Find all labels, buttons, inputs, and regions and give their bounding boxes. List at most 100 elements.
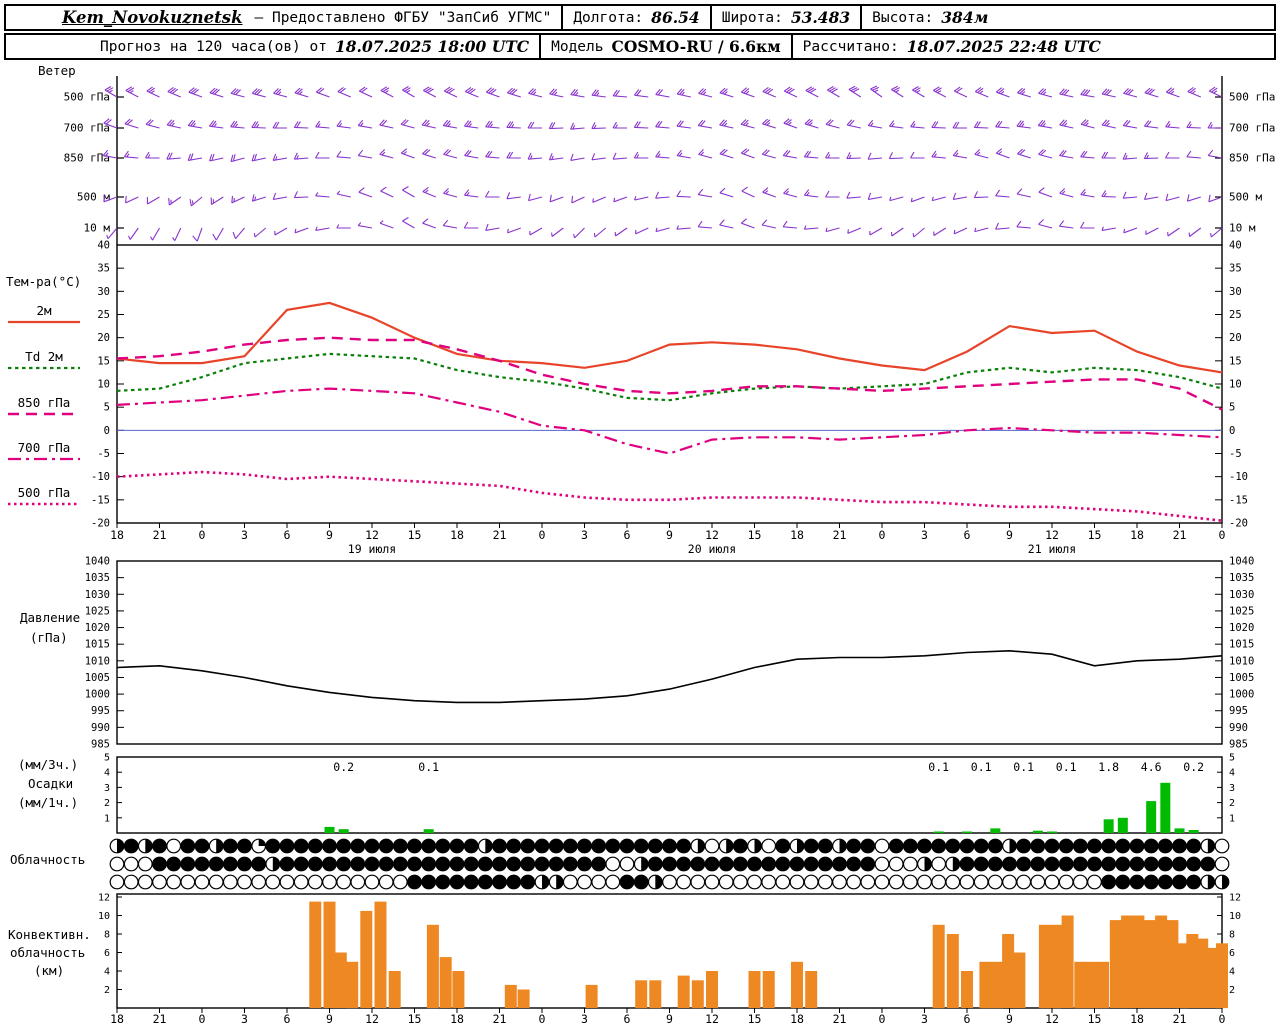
cloud-cover-symbol xyxy=(987,856,1003,872)
cloud-cover-symbol xyxy=(1129,838,1145,854)
temp-ytick-left: 20 xyxy=(97,332,110,344)
cloud-cover-symbol xyxy=(307,856,323,872)
convective-bar xyxy=(585,984,598,1008)
cloud-cover-symbol xyxy=(987,874,1003,890)
temp-ytick-left: 30 xyxy=(97,286,110,298)
cloud-cover-symbol xyxy=(1157,838,1173,854)
temp-xtick-label: 15 xyxy=(748,528,762,542)
convective-bar xyxy=(360,910,373,1008)
wind-level-label-right: 850 гПа xyxy=(1229,152,1275,165)
convective-xtick-label: 18 xyxy=(1130,1012,1144,1024)
cloud-cover-symbol xyxy=(846,874,862,890)
convective-bar xyxy=(1013,952,1026,1008)
convective-bar xyxy=(1038,924,1051,1009)
cloud-cover-symbol xyxy=(336,838,352,854)
convective-bar xyxy=(1143,920,1156,1008)
header-separator xyxy=(860,6,863,29)
cloud-cover-symbol xyxy=(577,856,592,872)
precip-bar xyxy=(1103,819,1114,833)
cloud-cover-symbol xyxy=(492,838,507,854)
cloud-cover-symbol xyxy=(378,874,394,890)
cloud-cover-symbol xyxy=(605,874,621,890)
convective-xtick-label: 6 xyxy=(284,1012,291,1024)
cloud-cover-symbol xyxy=(874,874,890,890)
cloud-cover-symbol xyxy=(1129,856,1145,872)
cloud-cover-symbol xyxy=(591,838,607,854)
cloud-cover-symbol xyxy=(732,856,748,872)
temp-ytick-left: -20 xyxy=(91,518,110,530)
cloud-cover-symbol xyxy=(1087,874,1102,890)
cloud-cover-symbol xyxy=(1087,856,1102,872)
date-label: 21 июля xyxy=(1028,542,1076,556)
precip-ytick-right: 1 xyxy=(1229,813,1235,824)
convective-bar xyxy=(1216,943,1228,1009)
wind-level-label-left: 10 м xyxy=(84,222,111,235)
precip-bar xyxy=(423,829,434,833)
temp-xtick-label: 6 xyxy=(624,528,631,542)
cloud-cover-symbol xyxy=(1072,874,1088,890)
cloud-cover-symbol xyxy=(251,874,267,890)
temp-series-1 xyxy=(116,352,1223,402)
cloud-cover-symbol xyxy=(492,874,507,890)
cloud-cover-symbol xyxy=(619,874,635,890)
convective-bar xyxy=(1050,924,1063,1009)
pressure-panel-title: Давление xyxy=(20,610,81,625)
cloud-cover-symbol xyxy=(718,856,734,872)
cloud-cover-symbol xyxy=(789,856,805,872)
cloud-cover-symbol xyxy=(874,838,890,854)
temp-xtick-label: 9 xyxy=(326,528,333,542)
cloud-cover-symbol xyxy=(1200,856,1216,872)
precip-amount-label: 0.1 xyxy=(971,760,992,774)
cloud-cover-symbol xyxy=(846,856,862,872)
temp-ytick-left: 15 xyxy=(97,355,110,367)
convective-xtick-label: 0 xyxy=(1219,1012,1226,1024)
cloud-cover-symbol xyxy=(1044,874,1060,890)
cloud-cover-symbol xyxy=(520,874,536,890)
forecast-start-time: 18.07.2025 18:00 UTC xyxy=(334,37,530,56)
cloud-cover-symbol xyxy=(633,838,649,854)
convective-ytick-left: 10 xyxy=(98,911,110,922)
cloud-cover-symbol xyxy=(350,838,366,854)
pressure-ytick-right: 1030 xyxy=(1229,589,1254,601)
cloud-cover-symbol xyxy=(1186,856,1202,872)
cloud-cover-symbol xyxy=(647,856,663,872)
convective-xtick-label: 18 xyxy=(450,1012,464,1024)
header-row-1: Kem_Novokuznetsk — Предоставлено ФГБУ "З… xyxy=(4,4,1276,31)
convective-xtick-label: 21 xyxy=(153,1012,167,1024)
convective-bar xyxy=(426,924,439,1009)
longitude-value: 86.54 xyxy=(651,8,700,27)
temp-xtick-label: 9 xyxy=(666,528,673,542)
temp-xtick-label: 3 xyxy=(921,528,928,542)
header-separator xyxy=(709,6,712,29)
convective-bar xyxy=(1061,915,1074,1008)
cloud-cover-symbol xyxy=(109,856,125,872)
cloud-cover-symbol xyxy=(803,856,819,872)
cloud-cover-symbol xyxy=(364,856,380,872)
cloud-cover-symbol xyxy=(463,856,479,872)
cloud-cover-symbol xyxy=(562,874,578,890)
convective-bar xyxy=(1186,934,1199,1008)
temp-ytick-right: 20 xyxy=(1229,332,1242,344)
temp-series-2 xyxy=(116,336,1223,411)
precip-bar xyxy=(1032,830,1043,833)
cloud-cover-symbol xyxy=(1030,874,1046,890)
temp-series-0 xyxy=(116,301,1223,374)
convective-bar xyxy=(979,961,992,1009)
cloud-cover-symbol xyxy=(152,856,167,872)
temp-xtick-label: 0 xyxy=(539,528,546,542)
cloud-cover-symbol xyxy=(1058,838,1074,854)
cloud-cover-symbol xyxy=(987,838,1003,854)
precip-ytick-right: 3 xyxy=(1229,783,1235,794)
temp-xtick-label: 12 xyxy=(705,528,719,542)
cloud-cover-symbol xyxy=(407,874,422,890)
cloud-cover-symbol xyxy=(718,874,734,890)
convective-xtick-label: 3 xyxy=(581,1012,588,1024)
precip-ytick-right: 5 xyxy=(1229,753,1235,764)
cloud-cover-symbol xyxy=(378,856,394,872)
cloud-cover-symbol xyxy=(222,874,238,890)
cloud-cover-symbol xyxy=(931,874,947,890)
convective-xtick-label: 3 xyxy=(921,1012,928,1024)
forecast-prefix: Прогноз на 120 часа(ов) от xyxy=(100,38,327,55)
cloud-cover-symbol xyxy=(1172,856,1187,872)
wind-panel: 500 гПа 500 гПа 700 гПа 700 гПа 850 гПа 850 г… xyxy=(64,76,1275,245)
